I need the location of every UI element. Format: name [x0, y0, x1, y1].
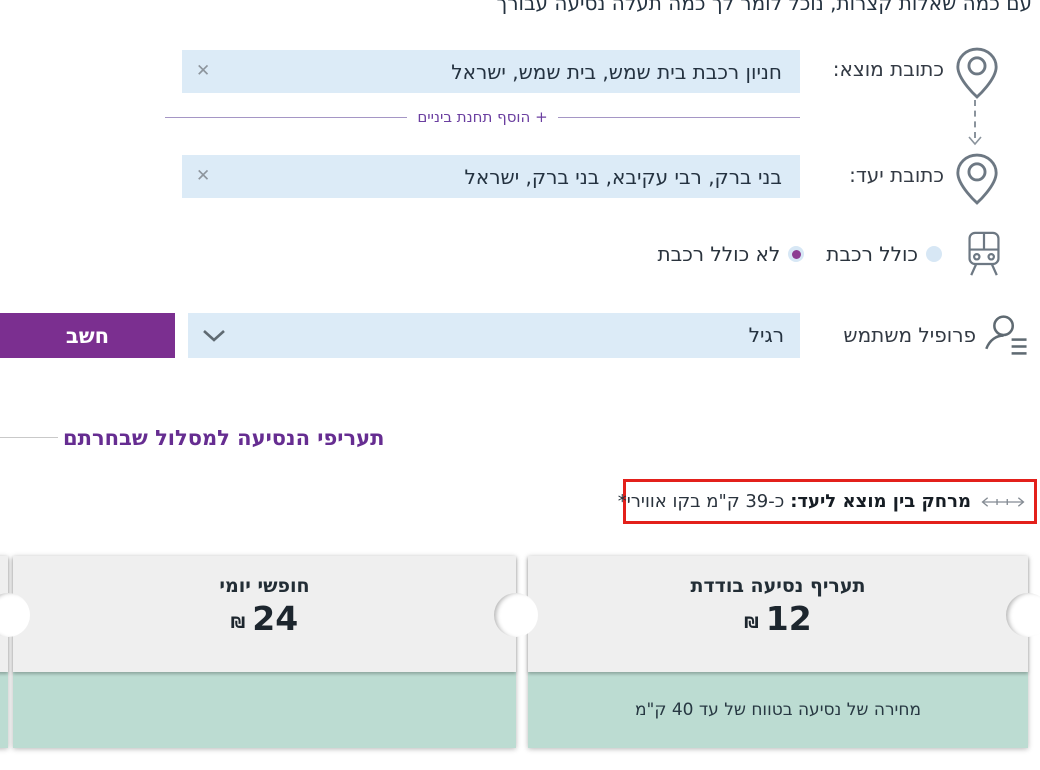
add-stop-link[interactable]: + הוסף תחנת ביניים: [165, 108, 800, 126]
train-icon: [964, 230, 1004, 278]
origin-value: חניון רכבת בית שמש, בית שמש, ישראל: [451, 59, 782, 84]
section-divider-line: [0, 437, 58, 438]
fare-price: 12 ₪: [744, 602, 811, 635]
radio-include-train-label[interactable]: כולל רכבת: [826, 242, 918, 266]
train-options-row: כולל רכבת לא כולל רכבת: [658, 230, 1005, 278]
user-profile-icon: [984, 312, 1030, 358]
add-stop-label: + הוסף תחנת ביניים: [417, 108, 548, 126]
origin-row: כתובת מוצא:: [833, 46, 1000, 100]
fare-card-description: מחירה של נסיעה בטווח של עד 40 ק"מ: [635, 700, 922, 720]
distance-label: מרחק בין מוצא ליעד:: [790, 491, 971, 512]
radio-include-train-circle[interactable]: [926, 246, 942, 262]
fare-card-header: [0, 556, 30, 672]
results-section-title: תעריפי הנסיעה למסלול שבחרתם: [63, 426, 385, 450]
origin-pin-icon: [954, 46, 1000, 100]
chevron-down-icon: [202, 329, 226, 343]
shekel-currency-symbol: ₪: [744, 613, 759, 632]
destination-value: בני ברק, רבי עקיבא, בני ברק, ישראל: [464, 164, 783, 189]
destination-pin-icon: [954, 152, 1000, 206]
fare-card-partial: [0, 556, 30, 748]
intro-text: עם כמה שאלות קצרות, נוכל לומר לך כמה תעל…: [496, 0, 1032, 15]
route-connector-arrow-icon: [967, 136, 983, 146]
radio-exclude-train[interactable]: לא כולל רכבת: [658, 242, 805, 266]
origin-input[interactable]: חניון רכבת בית שמש, בית שמש, ישראל ✕: [182, 50, 800, 93]
destination-input[interactable]: בני ברק, רבי עקיבא, בני ברק, ישראל ✕: [182, 155, 800, 198]
fare-card-header: תעריף נסיעה בודדת 12 ₪: [528, 556, 1040, 672]
fare-card-footer: מחירה של נסיעה בטווח של עד 40 ק"מ: [528, 672, 1028, 748]
profile-selected-value: רגיל: [748, 323, 784, 347]
calculate-button[interactable]: חשב: [0, 313, 175, 358]
profile-select[interactable]: רגיל: [188, 313, 800, 358]
ticket-notch: [1006, 593, 1040, 637]
origin-label: כתובת מוצא:: [832, 57, 944, 81]
route-connector-line: [974, 100, 976, 138]
fare-card-title: תעריף נסיעה בודדת: [690, 575, 866, 597]
fare-price: 24 ₪: [231, 602, 298, 635]
fare-card-title: חופשי יומי: [219, 575, 310, 597]
fare-card-footer: [0, 672, 8, 748]
profile-row: פרופיל משתמש: [843, 311, 1030, 359]
fare-card-daily-pass: חופשי יומי 24 ₪: [13, 556, 538, 748]
radio-exclude-train-circle[interactable]: [788, 246, 805, 262]
shekel-currency-symbol: ₪: [230, 613, 246, 632]
radio-include-train[interactable]: כולל רכבת: [826, 242, 942, 266]
fare-price-amount: 12: [765, 599, 812, 638]
destination-row: כתובת יעד:: [849, 152, 1000, 206]
ticket-notch: [494, 593, 538, 637]
destination-label: כתובת יעד:: [849, 163, 944, 187]
distance-highlight-box: מרחק בין מוצא ליעד: כ-39 ק"מ בקו אווירי*: [618, 479, 1037, 524]
fare-card-footer: [13, 672, 516, 748]
profile-label: פרופיל משתמש: [843, 323, 976, 347]
fare-price-amount: 24: [252, 599, 299, 638]
fare-card-header: חופשי יומי 24 ₪: [13, 556, 538, 672]
radio-exclude-train-label[interactable]: לא כולל רכבת: [657, 242, 781, 266]
origin-clear-icon[interactable]: ✕: [196, 61, 211, 81]
double-arrow-ruler-icon: [980, 494, 1026, 510]
destination-clear-icon[interactable]: ✕: [196, 166, 211, 186]
distance-value: כ-39 ק"מ בקו אווירי*: [617, 491, 785, 512]
fare-card-single-ride: תעריף נסיעה בודדת 12 ₪ מחירה של נסיעה בט…: [528, 556, 1040, 748]
radio-selected-dot: [791, 249, 801, 259]
